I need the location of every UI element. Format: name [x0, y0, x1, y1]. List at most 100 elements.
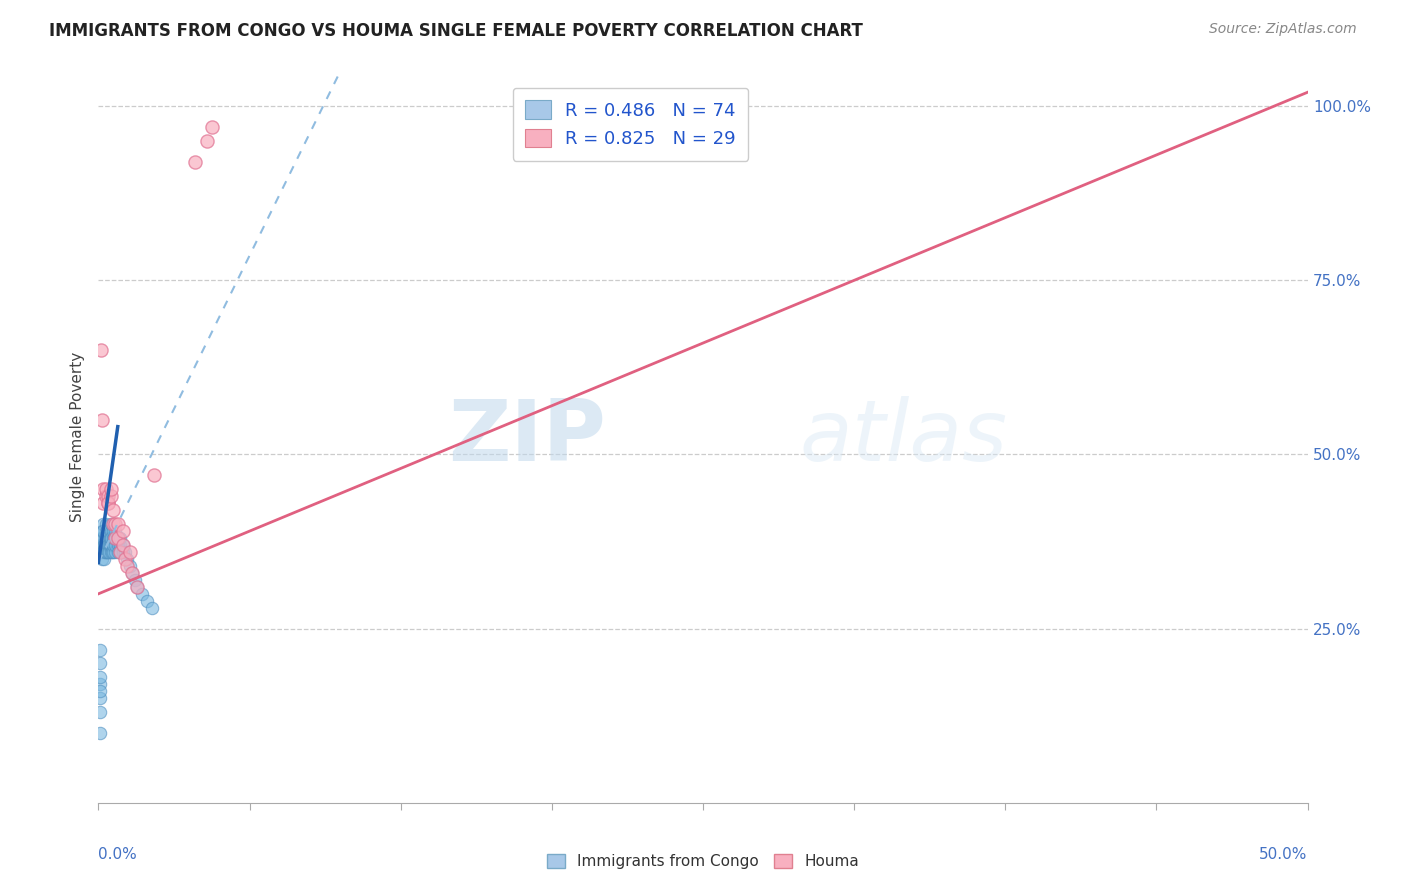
Point — [89, 684, 111, 698]
Point — [111, 524, 134, 538]
Point — [93, 531, 115, 545]
Point — [101, 531, 124, 545]
Point — [96, 545, 118, 559]
Point — [91, 483, 114, 497]
Point — [107, 545, 129, 559]
Point — [97, 538, 120, 552]
Text: atlas: atlas — [800, 395, 1008, 479]
Point — [94, 517, 117, 532]
Point — [104, 517, 127, 532]
Point — [127, 580, 149, 594]
Point — [101, 538, 124, 552]
Point — [107, 538, 129, 552]
Point — [89, 670, 111, 684]
Point — [104, 538, 127, 552]
Point — [94, 545, 117, 559]
Point — [108, 545, 131, 559]
Point — [94, 531, 117, 545]
Text: 0.0%: 0.0% — [98, 847, 138, 862]
Point — [91, 552, 114, 566]
Point — [135, 594, 157, 608]
Point — [91, 496, 114, 510]
Point — [104, 545, 127, 559]
Point — [100, 517, 122, 532]
Point — [100, 489, 122, 503]
Point — [97, 538, 120, 552]
Point — [90, 343, 112, 357]
Y-axis label: Single Female Poverty: Single Female Poverty — [69, 352, 84, 522]
Point — [101, 545, 124, 559]
Text: ZIP: ZIP — [449, 395, 606, 479]
Point — [97, 489, 120, 503]
Point — [100, 545, 122, 559]
Point — [89, 677, 111, 691]
Point — [111, 538, 134, 552]
Point — [97, 531, 120, 545]
Point — [91, 531, 114, 545]
Legend: R = 0.486   N = 74, R = 0.825   N = 29: R = 0.486 N = 74, R = 0.825 N = 29 — [513, 87, 748, 161]
Legend: Immigrants from Congo, Houma: Immigrants from Congo, Houma — [540, 848, 866, 875]
Point — [100, 524, 122, 538]
Point — [118, 558, 141, 573]
Point — [97, 496, 120, 510]
Point — [97, 496, 120, 510]
Text: Source: ZipAtlas.com: Source: ZipAtlas.com — [1209, 22, 1357, 37]
Point — [91, 524, 114, 538]
Point — [117, 558, 139, 573]
Point — [89, 691, 111, 706]
Point — [96, 531, 118, 545]
Point — [94, 538, 117, 552]
Point — [121, 566, 143, 580]
Point — [127, 580, 149, 594]
Point — [89, 657, 111, 671]
Point — [104, 531, 127, 545]
Point — [103, 531, 125, 545]
Point — [103, 538, 125, 552]
Point — [108, 531, 131, 545]
Point — [96, 538, 118, 552]
Point — [107, 531, 129, 545]
Point — [114, 545, 136, 559]
Point — [117, 552, 139, 566]
Point — [141, 600, 163, 615]
Point — [118, 545, 141, 559]
Point — [100, 531, 122, 545]
Point — [100, 483, 122, 497]
Point — [100, 538, 122, 552]
Point — [98, 538, 121, 552]
Point — [91, 517, 114, 532]
Point — [101, 524, 124, 538]
Point — [108, 545, 131, 559]
Point — [96, 545, 118, 559]
Point — [104, 531, 127, 545]
Point — [97, 545, 120, 559]
Point — [114, 552, 136, 566]
Point — [97, 524, 120, 538]
Point — [94, 524, 117, 538]
Point — [98, 545, 121, 559]
Point — [89, 705, 111, 719]
Point — [89, 642, 111, 657]
Point — [195, 134, 218, 148]
Point — [101, 545, 124, 559]
Point — [94, 483, 117, 497]
Point — [131, 587, 153, 601]
Point — [100, 538, 122, 552]
Point — [90, 538, 112, 552]
Point — [93, 538, 115, 552]
Point — [89, 726, 111, 740]
Text: IMMIGRANTS FROM CONGO VS HOUMA SINGLE FEMALE POVERTY CORRELATION CHART: IMMIGRANTS FROM CONGO VS HOUMA SINGLE FE… — [49, 22, 863, 40]
Point — [111, 545, 134, 559]
Point — [89, 545, 111, 559]
Point — [143, 468, 166, 483]
Point — [90, 531, 112, 545]
Point — [107, 517, 129, 532]
Point — [90, 524, 112, 538]
Point — [101, 517, 124, 532]
Point — [94, 489, 117, 503]
Point — [100, 531, 122, 545]
Point — [104, 524, 127, 538]
Point — [108, 538, 131, 552]
Point — [124, 573, 146, 587]
Point — [201, 120, 224, 134]
